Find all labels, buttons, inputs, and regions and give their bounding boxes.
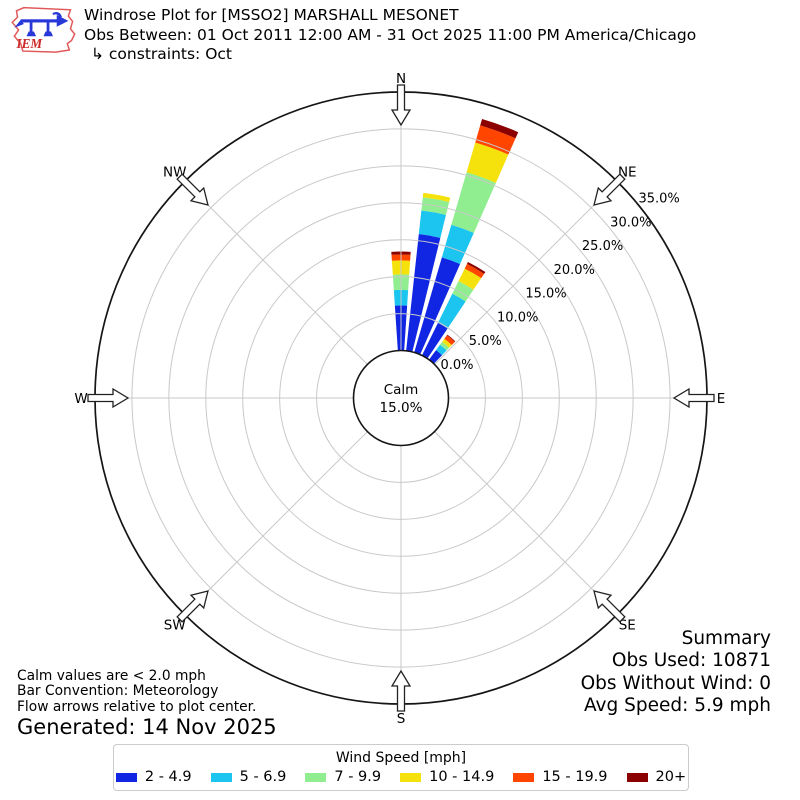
summary-block: Summary Obs Used: 10871 Obs Without Wind… xyxy=(581,628,771,717)
windrose-bar-segment xyxy=(439,341,450,351)
windrose-bar-segment xyxy=(429,350,443,364)
windrose-bar-segment xyxy=(466,142,509,183)
compass-label-N: N xyxy=(396,71,406,87)
flow-arrow-W xyxy=(87,387,130,409)
grid-ring xyxy=(131,128,671,668)
windrose-bar-segment xyxy=(442,338,452,348)
legend-item-label: 2 - 4.9 xyxy=(144,769,192,785)
ring-label: 5.0% xyxy=(469,334,502,349)
grid-spoke xyxy=(184,181,368,365)
legend-color-swatch xyxy=(305,772,327,782)
grid-ring xyxy=(242,239,560,557)
compass-label-SW: SW xyxy=(164,617,186,633)
flow-arrow-NW xyxy=(176,173,209,206)
windrose-bar-segment xyxy=(464,263,485,279)
windrose-bar-segment xyxy=(444,335,455,346)
legend-color-swatch xyxy=(626,772,648,782)
flow-arrow-N xyxy=(390,84,412,127)
grid-spoke xyxy=(434,431,618,615)
ring-label: 10.0% xyxy=(497,310,538,325)
windrose-bar-segment xyxy=(414,257,461,355)
windrose-bar-segment xyxy=(451,172,496,233)
grid-ring xyxy=(316,313,486,483)
grid-spoke xyxy=(434,181,618,365)
note-convention: Bar Convention: Meteorology xyxy=(17,683,219,700)
windrose-bar-segment xyxy=(446,334,456,342)
ring-label: 0.0% xyxy=(440,358,473,373)
windrose-bar-segment xyxy=(437,293,466,329)
compass-label-SE: SE xyxy=(619,617,636,633)
summary-avg-speed: Avg Speed: 5.9 mph xyxy=(583,694,771,716)
header: Windrose Plot for [MSSO2] MARSHALL MESON… xyxy=(84,6,696,65)
legend-item-label: 7 - 9.9 xyxy=(334,769,382,785)
windrose-bar-segment xyxy=(466,261,486,274)
flow-arrow-S xyxy=(390,669,412,712)
legend-item: 20+ xyxy=(626,769,687,785)
anemometer-icon xyxy=(14,11,69,37)
page-title: Windrose Plot for [MSSO2] MARSHALL MESON… xyxy=(84,6,459,24)
constraints-line: ↳ constraints: Oct xyxy=(91,45,232,63)
calm-value: 15.0% xyxy=(380,400,423,416)
legend-color-swatch xyxy=(210,772,232,782)
legend-item-label: 20+ xyxy=(655,769,687,785)
summary-title: Summary xyxy=(681,628,771,649)
note-calm: Calm values are < 2.0 mph xyxy=(17,668,206,684)
windrose-bar-segment xyxy=(406,234,441,352)
windrose-bar-segment xyxy=(458,268,482,290)
grid-spoke xyxy=(184,431,368,615)
ring-label: 30.0% xyxy=(610,215,651,230)
windrose-bar-segment xyxy=(421,322,448,359)
legend-item: 5 - 6.9 xyxy=(210,769,287,785)
legend-color-swatch xyxy=(513,772,535,782)
windrose-bar-segment xyxy=(475,125,516,155)
compass-label-E: E xyxy=(717,391,726,407)
legend-item: 7 - 9.9 xyxy=(305,769,381,785)
grid-ring xyxy=(279,276,523,520)
note-arrows: Flow arrows relative to plot center. xyxy=(17,698,257,715)
iem-logo-text: IEM xyxy=(15,36,43,51)
legend-item-label: 15 - 19.9 xyxy=(542,769,608,785)
calm-label: Calm xyxy=(384,382,419,398)
windrose-bar-segment xyxy=(480,119,519,139)
ring-label: 35.0% xyxy=(638,192,679,207)
legend-item: 15 - 19.9 xyxy=(513,769,608,785)
legend-color-swatch xyxy=(115,772,137,782)
calm-circle xyxy=(352,349,450,447)
flow-arrow-NE xyxy=(593,173,626,206)
footnotes: Calm values are < 2.0 mph Bar Convention… xyxy=(17,668,277,740)
legend-item-label: 10 - 14.9 xyxy=(429,769,495,785)
summary-obs-used: Obs Used: 10871 xyxy=(611,650,771,672)
iem-logo: IEM xyxy=(11,6,76,53)
legend-item: 10 - 14.9 xyxy=(400,769,494,785)
legend-item: 2 - 4.9 xyxy=(115,769,192,785)
compass-label-S: S xyxy=(397,711,406,727)
summary-obs-without-wind: Obs Without Wind: 0 xyxy=(580,672,771,694)
grid-ring xyxy=(205,202,597,594)
ring-label: 25.0% xyxy=(582,239,623,254)
legend-title: Wind Speed [mph] xyxy=(335,750,467,766)
ring-label: 20.0% xyxy=(554,263,595,278)
wind-speed-legend: Wind Speed [mph] 2 - 4.9 5 - 6.9 7 - 9.9 10… xyxy=(113,744,689,791)
windrose-bar-segment xyxy=(422,192,451,202)
flow-arrow-SE xyxy=(593,590,626,623)
flow-arrow-E xyxy=(672,387,715,409)
legend-items: 2 - 4.9 5 - 6.9 7 - 9.9 10 - 14.9 15 - 19.9 2… xyxy=(115,769,687,785)
windrose-bar-segment xyxy=(418,210,446,238)
legend-item-label: 5 - 6.9 xyxy=(239,769,287,785)
generated-date: Generated: 14 Nov 2025 xyxy=(17,715,277,740)
obs-range: Obs Between: 01 Oct 2011 12:00 AM - 31 O… xyxy=(84,25,697,44)
compass-label-W: W xyxy=(74,391,87,407)
grid-ring xyxy=(168,165,634,631)
legend-color-swatch xyxy=(400,772,422,782)
flow-arrow-SW xyxy=(176,590,209,623)
windrose-bar-segment xyxy=(436,344,447,356)
windrose-bar-segment xyxy=(441,224,474,264)
ring-label: 15.0% xyxy=(525,287,566,302)
